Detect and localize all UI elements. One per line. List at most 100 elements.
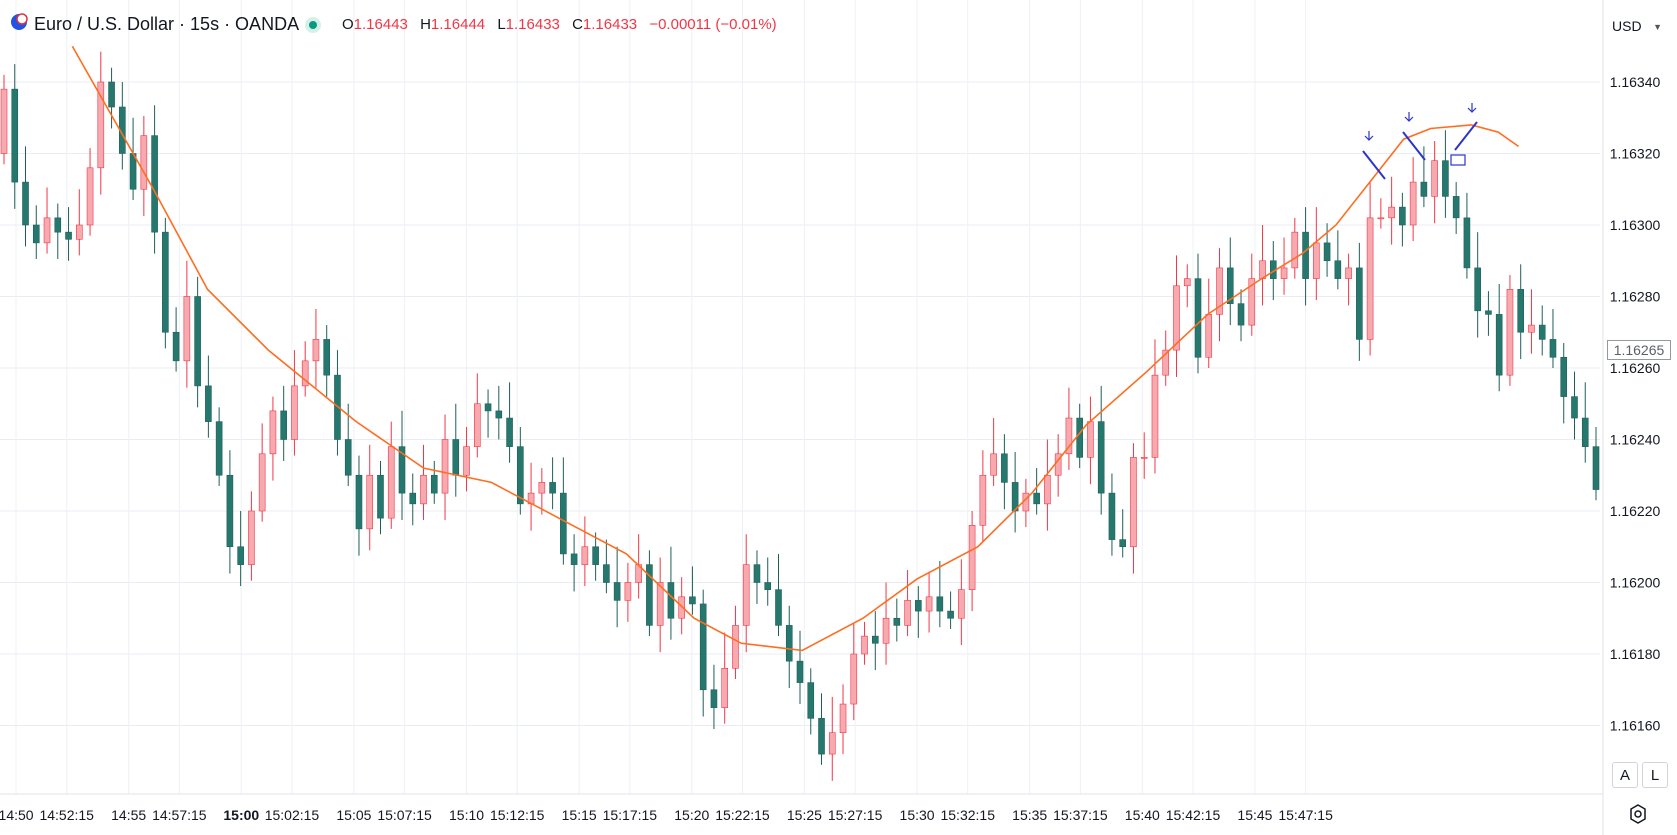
- annotation-line: [1362, 150, 1386, 180]
- candle-up: [850, 653, 858, 705]
- candle-down: [603, 564, 610, 583]
- candle-down: [807, 682, 815, 719]
- annotation-line: [1402, 131, 1426, 161]
- price-tick-label: 1.16280: [1610, 289, 1661, 305]
- candle-down: [646, 564, 653, 626]
- candle-down: [1001, 453, 1008, 483]
- candle-up: [1248, 278, 1256, 326]
- candle-up: [861, 635, 868, 655]
- candle-up: [1366, 217, 1374, 340]
- candle-up: [828, 732, 836, 755]
- time-tick-label: 15:22:15: [715, 807, 770, 823]
- time-tick-label: 15:00: [223, 807, 259, 823]
- candle-down: [1399, 206, 1406, 226]
- time-axis: 14:50 14:52:15 14:55 14:57:15 15:00 15:02:15 1…: [0, 807, 1333, 823]
- candle-down: [194, 296, 201, 387]
- candle-down: [215, 421, 223, 476]
- candle-down: [1194, 278, 1202, 358]
- candle-down: [775, 589, 782, 626]
- log-scale-button[interactable]: L: [1642, 762, 1668, 788]
- candle-down: [1226, 267, 1234, 304]
- candle-down: [409, 492, 417, 505]
- annotation-rect: [1450, 154, 1466, 166]
- time-tick-label: 15:47:15: [1278, 807, 1333, 823]
- candle-down: [517, 446, 524, 505]
- candle-down: [764, 582, 772, 590]
- candle-down: [1033, 492, 1040, 505]
- time-tick-label: 15:15: [562, 807, 597, 823]
- candle-up: [420, 474, 427, 505]
- high-value: 1.16444: [430, 16, 486, 33]
- time-tick-label: 15:02:15: [265, 807, 320, 823]
- chart-grid: [0, 0, 1600, 794]
- candle-up: [1173, 285, 1180, 351]
- auto-scale-button[interactable]: A: [1612, 762, 1638, 788]
- time-tick-label: 15:05: [336, 807, 371, 823]
- candle-down: [871, 635, 879, 644]
- candle-down: [592, 546, 599, 565]
- candle-up: [1044, 474, 1051, 505]
- candle-up: [97, 81, 105, 169]
- time-tick-label: 15:40: [1125, 807, 1160, 823]
- candles-layer: [0, 51, 1600, 781]
- high-key: H: [420, 16, 431, 33]
- candle-down: [1011, 482, 1019, 512]
- down-arrow-icon: [1404, 116, 1414, 122]
- change-value: −0.00011 (−0.01%): [649, 16, 777, 33]
- candle-up: [387, 446, 395, 519]
- candle-up: [441, 439, 449, 494]
- current-price-tag: 1.16265: [1607, 340, 1671, 360]
- candle-down: [1442, 160, 1449, 197]
- time-tick-label: 14:55: [111, 807, 146, 823]
- candle-up: [581, 546, 589, 565]
- candle-down: [1356, 267, 1363, 340]
- down-arrow-icon: [1364, 135, 1374, 141]
- time-tick-label: 15:07:15: [377, 807, 432, 823]
- annotation-line: [1454, 121, 1478, 151]
- candle-down: [818, 718, 825, 755]
- candle-up: [1140, 457, 1148, 459]
- candle-down: [560, 492, 567, 555]
- time-tick-label: 15:42:15: [1166, 807, 1221, 823]
- candle-up: [258, 453, 266, 512]
- time-tick-label: 15:45: [1237, 807, 1272, 823]
- candle-up: [1162, 349, 1170, 376]
- candle-up: [1345, 267, 1352, 279]
- moving-average-line: [71, 45, 1519, 652]
- close-value: 1.16433: [582, 16, 638, 33]
- candle-down: [1302, 231, 1309, 279]
- candle-up: [968, 524, 976, 590]
- candle-up: [1377, 217, 1385, 220]
- candle-down: [11, 88, 19, 183]
- price-tick-label: 1.16320: [1610, 146, 1661, 162]
- candle-down: [1474, 267, 1481, 312]
- candle-down: [205, 385, 212, 422]
- gear-icon[interactable]: [1626, 802, 1650, 826]
- price-tick-label: 1.16220: [1610, 503, 1661, 519]
- candle-down: [1560, 356, 1568, 397]
- candle-up: [925, 596, 933, 612]
- candle-up: [366, 474, 374, 530]
- time-tick-label: 15:30: [900, 807, 935, 823]
- candle-up: [473, 403, 481, 447]
- candle-up: [1183, 278, 1191, 287]
- eurusd-flag-icon: [11, 13, 28, 30]
- time-tick-label: 14:57:15: [152, 807, 207, 823]
- time-tick-label: 15:10: [449, 807, 484, 823]
- candle-down: [1097, 421, 1105, 494]
- candle-down: [1485, 310, 1492, 315]
- time-tick-label: 14:52:15: [39, 807, 94, 823]
- candle-down: [1076, 417, 1083, 458]
- candle-up: [1216, 267, 1223, 315]
- time-tick-label: 15:35: [1012, 807, 1047, 823]
- candle-up: [1528, 324, 1535, 333]
- currency-selector[interactable]: USD ▼: [1604, 12, 1672, 40]
- candle-down: [377, 474, 384, 519]
- candle-down: [22, 181, 29, 226]
- annotations-layer: [1362, 103, 1478, 180]
- symbol-title[interactable]: Euro / U.S. Dollar · 15s · OANDA: [34, 14, 300, 34]
- candle-up: [1280, 267, 1288, 279]
- candle-down: [430, 474, 438, 494]
- candle-up: [742, 564, 750, 626]
